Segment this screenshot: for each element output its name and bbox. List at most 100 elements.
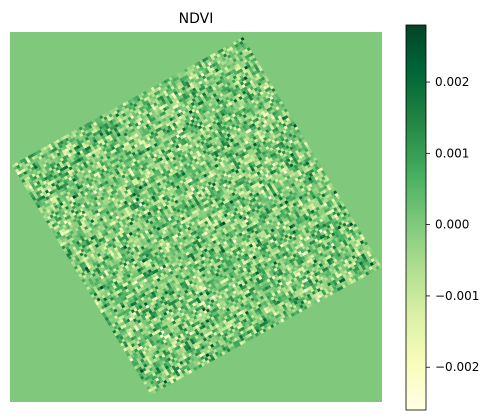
heatmap-cell bbox=[18, 163, 23, 168]
heatmap-cell bbox=[49, 152, 55, 157]
heatmap-cell bbox=[187, 79, 192, 84]
heatmap-cell bbox=[180, 107, 185, 112]
heatmap-cell bbox=[241, 50, 246, 55]
heatmap-cell bbox=[66, 163, 72, 168]
heatmap-cell bbox=[226, 82, 231, 87]
heatmap-cell bbox=[210, 60, 215, 65]
heatmap-cell bbox=[211, 73, 216, 78]
heatmap-cell bbox=[152, 123, 157, 128]
heatmap-cell bbox=[225, 86, 230, 91]
heatmap-cell bbox=[92, 126, 97, 131]
heatmap-cell bbox=[56, 145, 61, 150]
heatmap-cell bbox=[241, 67, 246, 72]
heatmap-cell bbox=[203, 94, 208, 100]
heatmap-cell bbox=[233, 81, 238, 86]
heatmap-cell bbox=[70, 158, 75, 163]
heatmap-cell bbox=[60, 147, 65, 152]
heatmap-cell bbox=[134, 99, 139, 104]
heatmap-cell bbox=[59, 151, 64, 156]
heatmap-cell bbox=[141, 122, 146, 127]
heatmap-cell bbox=[199, 100, 205, 105]
heatmap-cell bbox=[242, 52, 248, 57]
heatmap-cell bbox=[198, 80, 203, 85]
heatmap-cell bbox=[138, 134, 143, 139]
heatmap-cell bbox=[69, 151, 75, 156]
heatmap-cell bbox=[74, 142, 79, 147]
heatmap-cell bbox=[50, 159, 55, 164]
heatmap-cell bbox=[37, 176, 42, 181]
heatmap-cell bbox=[47, 171, 52, 176]
heatmap-cell bbox=[131, 100, 136, 105]
heatmap-cell bbox=[245, 68, 250, 73]
heatmap-cell bbox=[52, 161, 57, 166]
heatmap-cell bbox=[17, 167, 22, 172]
heatmap-cell bbox=[197, 74, 202, 79]
heatmap-cell bbox=[239, 47, 245, 52]
heatmap-cell bbox=[29, 153, 35, 158]
heatmap-cell bbox=[93, 122, 98, 127]
heatmap-cell bbox=[52, 151, 57, 156]
heatmap-cell bbox=[45, 162, 50, 167]
heatmap-cell bbox=[43, 159, 48, 164]
heatmap-cell bbox=[247, 60, 252, 65]
heatmap-cell bbox=[156, 107, 161, 112]
heatmap-cell bbox=[39, 186, 44, 191]
heatmap-cell bbox=[139, 102, 144, 108]
heatmap-cell bbox=[167, 97, 172, 102]
heatmap-cell bbox=[257, 65, 262, 70]
heatmap-cell bbox=[217, 56, 222, 61]
heatmap-cell bbox=[145, 130, 151, 135]
heatmap-cell bbox=[216, 77, 221, 82]
heatmap-cell bbox=[89, 161, 94, 166]
heatmap-cell bbox=[197, 91, 203, 96]
heatmap-cell bbox=[111, 129, 116, 134]
heatmap-cell bbox=[192, 104, 197, 109]
heatmap-cell bbox=[114, 140, 119, 145]
heatmap-cell bbox=[94, 158, 99, 163]
heatmap-cell bbox=[181, 69, 186, 74]
heatmap-cell bbox=[249, 62, 254, 67]
heatmap-cell bbox=[92, 160, 97, 165]
heatmap-cell bbox=[108, 130, 113, 135]
heatmap-cell bbox=[85, 132, 91, 137]
heatmap-cell bbox=[88, 131, 93, 136]
heatmap-cell bbox=[19, 159, 24, 164]
heatmap-cell bbox=[162, 107, 168, 112]
heatmap-cell bbox=[147, 98, 152, 103]
heatmap-cell bbox=[35, 184, 40, 189]
heatmap-cell bbox=[251, 71, 256, 76]
heatmap-cell bbox=[63, 135, 68, 140]
heatmap-cell bbox=[143, 114, 148, 119]
heatmap-cell bbox=[123, 115, 128, 120]
heatmap-cell bbox=[140, 99, 145, 104]
heatmap-cell bbox=[54, 153, 59, 158]
heatmap-cell bbox=[225, 62, 230, 67]
heatmap-cell bbox=[253, 70, 258, 75]
heatmap-cell bbox=[53, 174, 58, 179]
heatmap-cell bbox=[226, 48, 231, 53]
heatmap-cell bbox=[171, 75, 176, 80]
heatmap-cell bbox=[149, 124, 154, 129]
heatmap-cell bbox=[200, 62, 206, 67]
heatmap-cell bbox=[243, 48, 249, 53]
heatmap-cell bbox=[39, 151, 44, 156]
heatmap-cell bbox=[83, 151, 88, 156]
heatmap-cell bbox=[217, 73, 223, 78]
heatmap-cell bbox=[204, 80, 210, 85]
heatmap-cell bbox=[201, 85, 206, 90]
heatmap-cell bbox=[230, 49, 235, 54]
heatmap-cell bbox=[235, 73, 240, 78]
heatmap-cell bbox=[163, 86, 169, 91]
heatmap-cell bbox=[31, 162, 37, 167]
heatmap-cell bbox=[240, 37, 245, 42]
heatmap-cell bbox=[210, 84, 215, 89]
heatmap-cell bbox=[190, 102, 195, 107]
heatmap-cell bbox=[177, 109, 182, 114]
heatmap-cell bbox=[20, 165, 25, 170]
heatmap-cell bbox=[103, 139, 109, 144]
heatmap-cell bbox=[179, 101, 185, 106]
heatmap-cell bbox=[106, 128, 112, 133]
heatmap-cell bbox=[136, 97, 141, 102]
heatmap-cell bbox=[174, 87, 179, 92]
heatmap-cell bbox=[36, 187, 41, 192]
